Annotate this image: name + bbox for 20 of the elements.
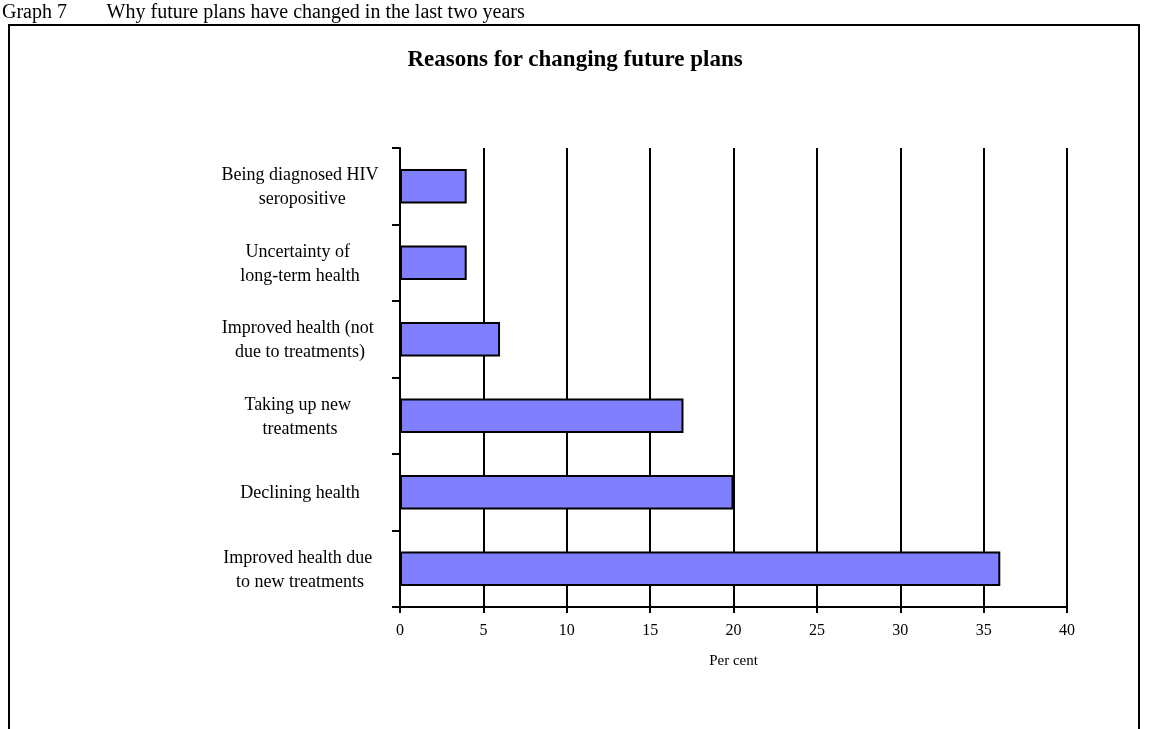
x-tick-label: 5 <box>479 620 488 638</box>
x-tick-label: 0 <box>396 620 404 638</box>
y-tick-label: Improved health due to new treatments <box>223 546 377 591</box>
y-tick-label: Declining health <box>240 482 360 503</box>
x-tick-label: 15 <box>642 620 659 638</box>
y-tick-label: Uncertainty of long-term health <box>240 240 360 285</box>
bar <box>400 245 467 280</box>
y-tick-label: Taking up new treatments <box>244 393 356 438</box>
x-axis-title: Per cent <box>709 651 759 668</box>
bar <box>400 169 467 204</box>
x-tick-label: 35 <box>975 620 992 638</box>
x-tick-label: 30 <box>892 620 909 638</box>
x-tick-label: 25 <box>808 620 825 638</box>
y-tick-label: Being diagnosed HIV seropositive <box>221 164 379 209</box>
y-tick-label: Improved health (not due to treatments) <box>221 317 379 363</box>
x-tick-label: 20 <box>725 620 742 638</box>
caption: Graph 7 Why future plans have changed in the last two years <box>2 0 525 22</box>
x-tick-label: 10 <box>558 620 575 638</box>
chart-title: Reasons for changing future plans <box>407 46 743 71</box>
x-tick-label: 40 <box>1059 620 1075 638</box>
